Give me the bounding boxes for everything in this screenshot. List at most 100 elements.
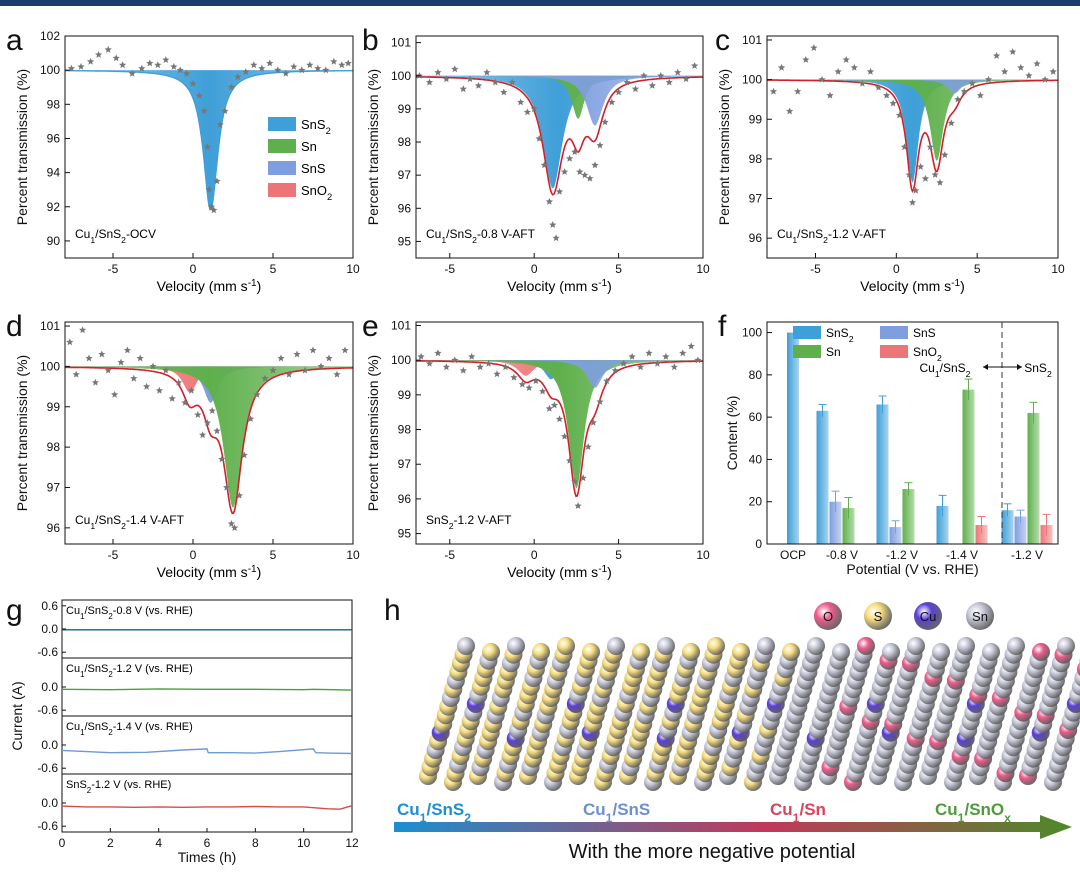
data-point xyxy=(611,366,619,374)
x-tick-label: 10 xyxy=(1051,262,1065,276)
legend-label-Sn: Sn xyxy=(301,139,317,154)
y-tick-label: 95 xyxy=(398,527,412,541)
data-point xyxy=(584,443,592,450)
spectrum-panel-c: c -5 0 5 10 96 97 98 99 100 101 Velocity (mm s-1) Pe… xyxy=(715,24,1065,294)
x-axis-label: Velocity (mm s-1) xyxy=(157,278,262,295)
data-point xyxy=(79,326,87,334)
legend-label-SnS: SnS xyxy=(301,161,326,176)
sample-label: Cu1/SnS2-0.8 V-AFT xyxy=(426,227,536,245)
data-point xyxy=(123,346,131,354)
data-point xyxy=(615,88,623,96)
data-point xyxy=(128,69,136,77)
data-point xyxy=(261,374,269,382)
data-point xyxy=(908,198,917,206)
x-tick-label: 6 xyxy=(204,836,211,850)
x-tick-label: 5 xyxy=(270,262,277,276)
atom-layer xyxy=(419,637,1080,791)
atom xyxy=(907,637,925,655)
data-point xyxy=(545,197,553,205)
data-point xyxy=(566,154,574,162)
data-point xyxy=(555,415,564,423)
data-point xyxy=(341,346,349,354)
y-axis-label: Percent transmission (%) xyxy=(365,355,381,511)
data-point xyxy=(189,80,197,87)
y-tick-label: 96 xyxy=(749,231,763,245)
data-point xyxy=(227,83,235,91)
data-point xyxy=(926,143,934,151)
plot-area xyxy=(65,326,353,531)
data-point xyxy=(218,455,226,463)
y-tick-label: 60 xyxy=(749,410,763,424)
data-point xyxy=(442,75,450,83)
data-point xyxy=(508,78,516,86)
data-point xyxy=(552,234,560,242)
data-point xyxy=(221,107,229,115)
data-point xyxy=(213,177,221,185)
data-point xyxy=(162,366,170,374)
y-tick-label: 100 xyxy=(40,63,60,77)
data-point xyxy=(344,59,352,67)
data-point xyxy=(493,370,501,378)
data-point xyxy=(485,359,493,367)
data-point xyxy=(694,356,702,364)
data-point xyxy=(417,352,425,360)
bar-SnS2 xyxy=(1001,510,1014,544)
x-tick-label: 0 xyxy=(893,262,900,276)
data-point xyxy=(203,419,211,426)
data-point xyxy=(474,81,483,89)
data-point xyxy=(130,374,138,382)
panel-label-e: e xyxy=(362,310,379,343)
data-point xyxy=(77,62,85,70)
y-tick-label: 95 xyxy=(398,234,412,248)
arrow-caption: With the more negative potential xyxy=(569,841,856,863)
data-point xyxy=(810,44,818,51)
data-point xyxy=(250,61,258,69)
data-point xyxy=(338,61,346,69)
data-point xyxy=(657,72,665,79)
bar-SnO2 xyxy=(975,524,988,544)
bar-Sn xyxy=(962,389,975,544)
y-tick-label: 94 xyxy=(47,166,61,180)
data-point xyxy=(576,168,584,175)
data-point xyxy=(183,69,191,77)
data-point xyxy=(826,91,834,99)
y-tick-label: 97 xyxy=(749,192,763,206)
data-point xyxy=(917,163,925,170)
x-tick-label: 0 xyxy=(531,262,538,276)
atom xyxy=(682,643,700,661)
y-tick-label: 97 xyxy=(398,457,412,471)
element-sphere-O xyxy=(814,602,842,630)
atom xyxy=(607,637,625,655)
data-point xyxy=(207,203,215,210)
legend-swatch-SnO2 xyxy=(880,345,908,358)
plot-frame xyxy=(64,35,354,259)
data-point xyxy=(532,377,540,384)
data-point xyxy=(518,380,526,388)
data-point xyxy=(523,108,531,116)
data-point xyxy=(253,390,261,398)
y-tick-label: 96 xyxy=(398,492,412,506)
data-point xyxy=(290,62,298,70)
legend-label-SnS2: SnS2 xyxy=(301,117,331,136)
data-point xyxy=(333,370,341,378)
bar-SnS2 xyxy=(936,505,949,544)
data-point xyxy=(500,88,508,96)
x-tick-label: 10 xyxy=(696,262,710,276)
y-tick-label: 80 xyxy=(749,368,763,382)
data-point xyxy=(931,171,939,178)
data-point xyxy=(687,342,695,350)
atom xyxy=(1076,662,1080,677)
atom xyxy=(807,637,825,655)
element-sphere-Cu xyxy=(914,602,942,630)
data-point xyxy=(1017,63,1025,71)
spectrum-panel-b: b -5 0 5 10 95 96 97 98 99 100 101 Velocity (mm s-1)… xyxy=(362,24,710,294)
data-point xyxy=(905,171,913,178)
y-tick-label: 100 xyxy=(742,326,762,340)
data-point xyxy=(195,92,203,99)
data-point xyxy=(662,352,670,360)
x-tick-label: -1.2 V xyxy=(1011,548,1043,562)
legend-label-SnO2: SnO2 xyxy=(913,345,942,363)
arrow-head xyxy=(1017,364,1022,370)
data-point xyxy=(434,68,442,76)
data-point xyxy=(231,524,239,531)
